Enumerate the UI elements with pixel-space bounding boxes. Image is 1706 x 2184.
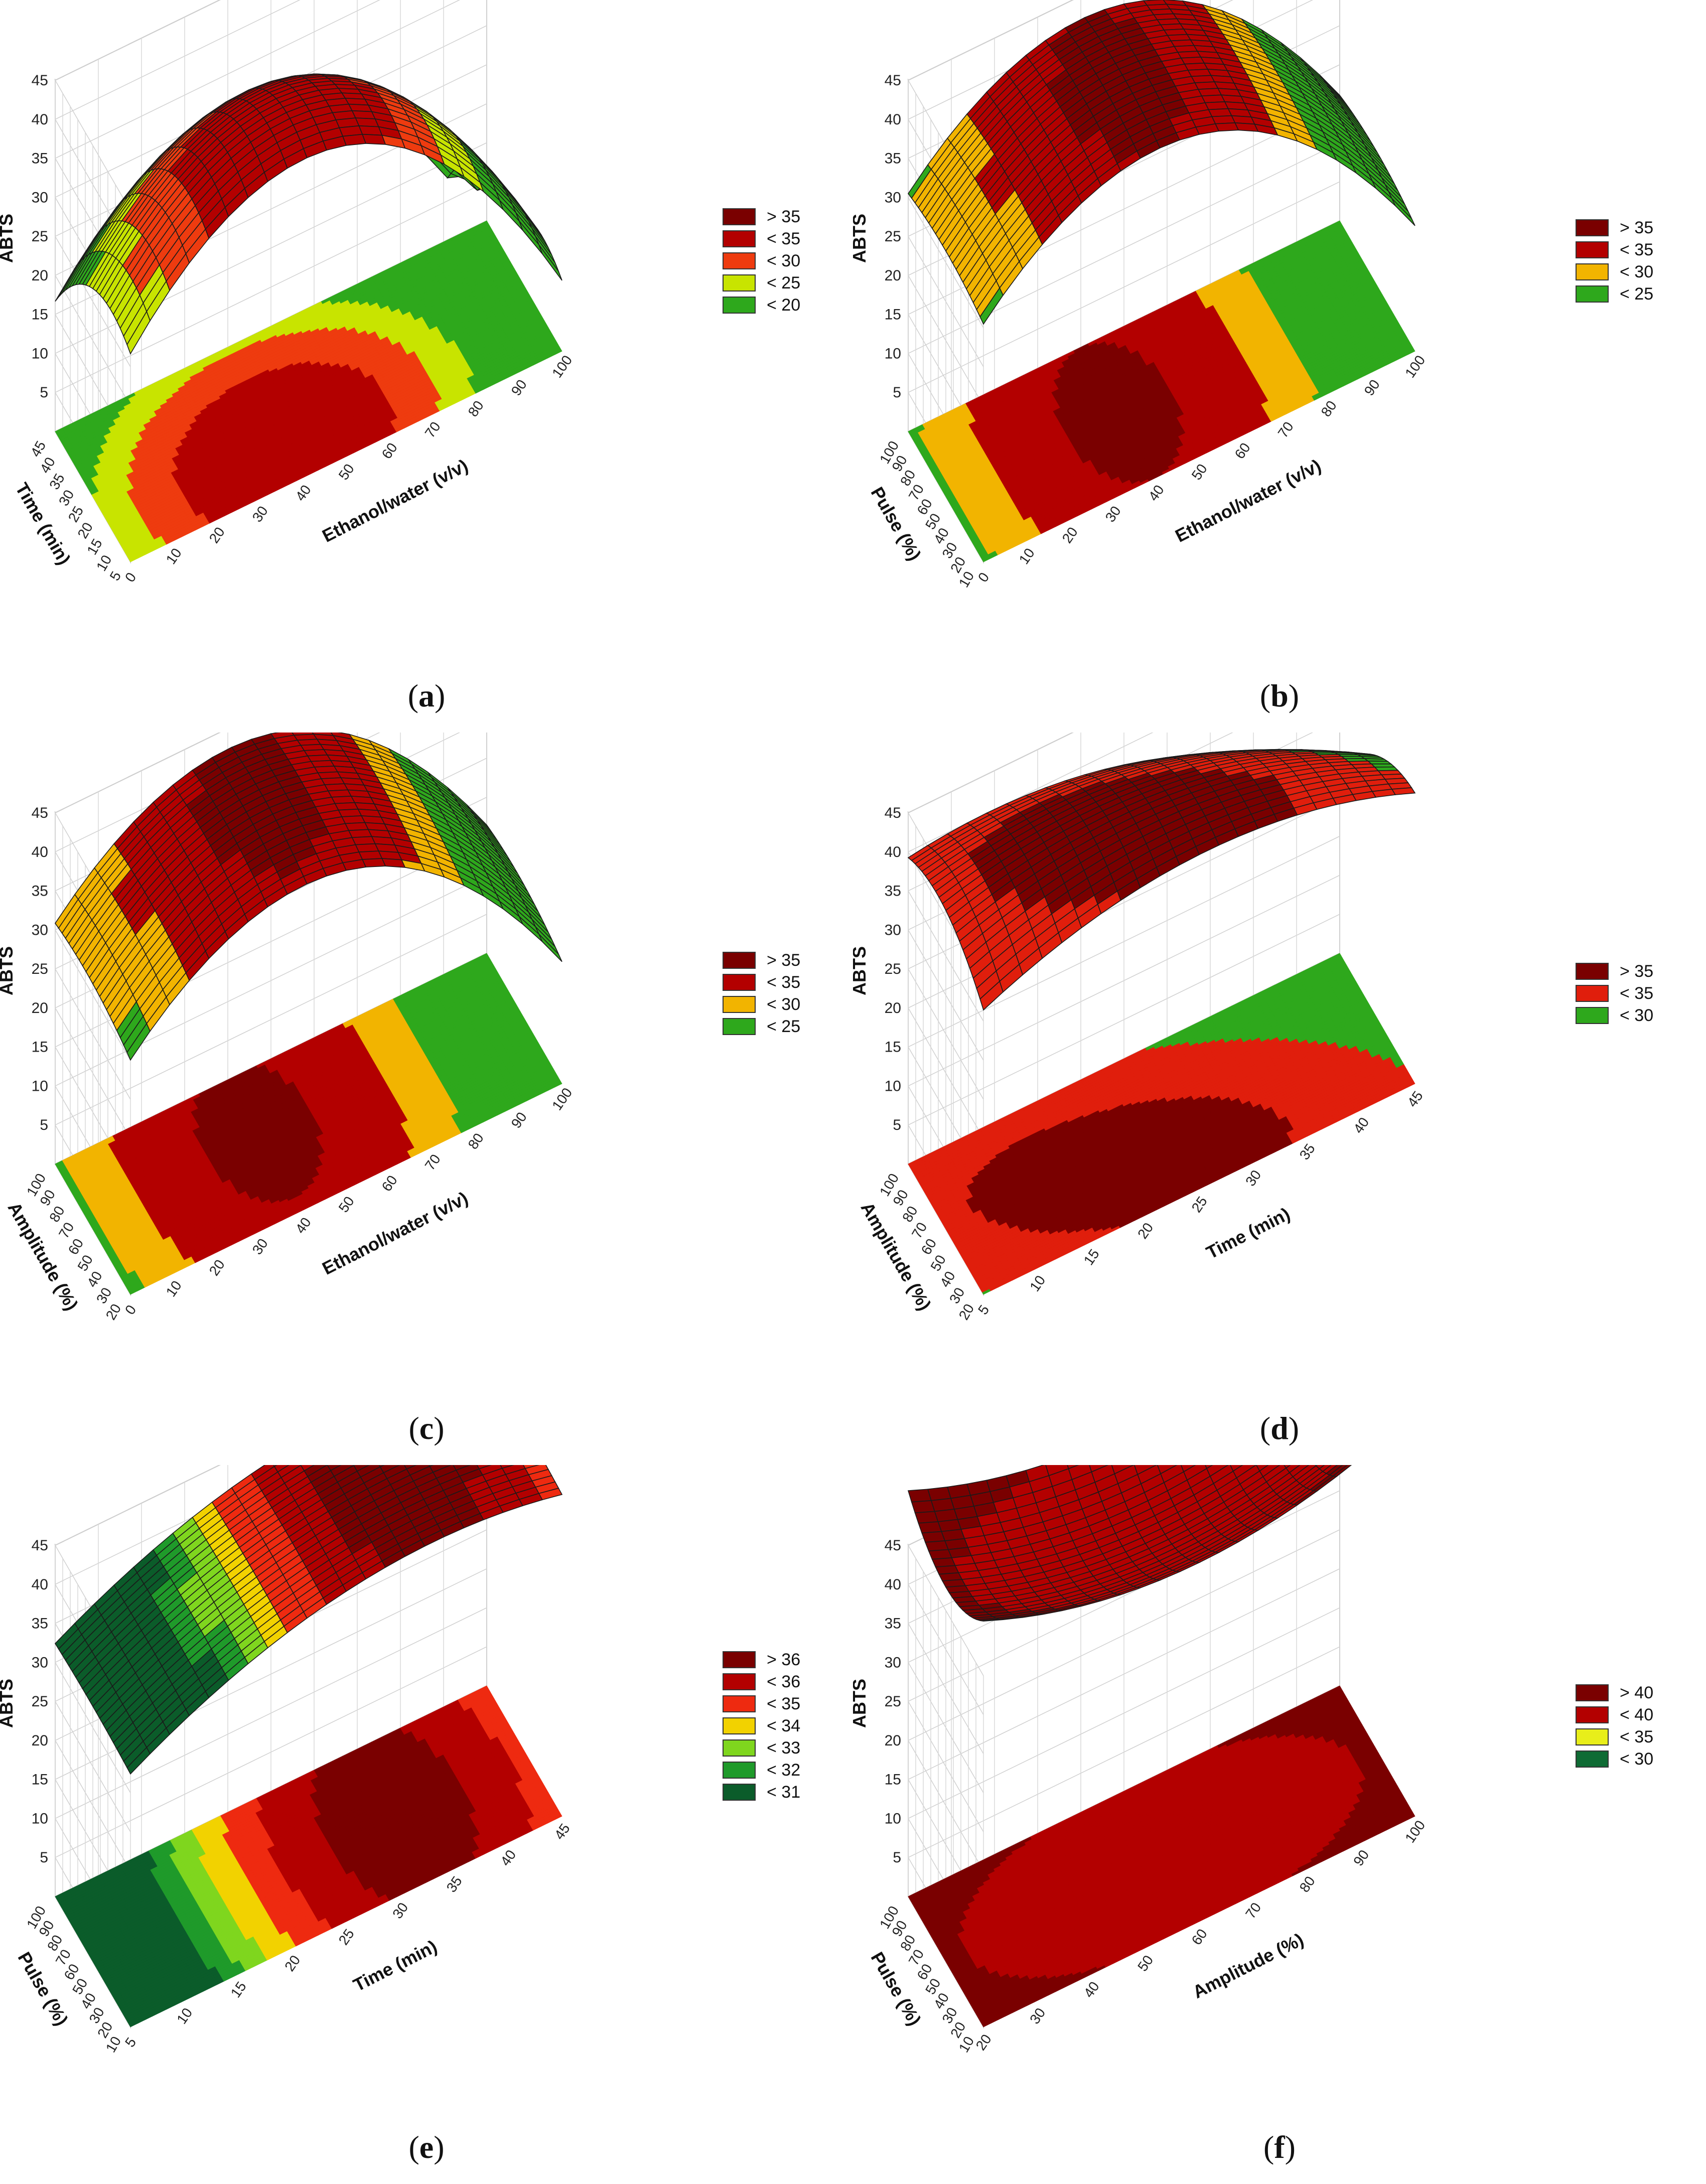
surface-plot: 51015202530354045ABTS0102030405060708090… [853, 0, 1428, 590]
legend-swatch [723, 252, 756, 269]
legend-swatch [723, 208, 756, 225]
legend-item: < 20 [723, 294, 800, 316]
x-tick-label: 40 [293, 482, 314, 504]
surface-cell [538, 244, 562, 281]
legend: > 35 < 35 < 30 < 25 < 20 [723, 206, 800, 316]
legend-label: < 20 [767, 296, 800, 315]
z-tick-label: 5 [40, 384, 48, 401]
z-tick-label: 40 [32, 111, 48, 128]
z-tick-label: 30 [32, 189, 48, 206]
z-tick-label: 10 [32, 345, 48, 362]
x-tick-label: 30 [249, 503, 271, 525]
legend-item: > 35 [723, 206, 800, 228]
surface-cell [342, 133, 367, 146]
legend-swatch [723, 297, 756, 314]
legend-label: < 35 [767, 229, 800, 249]
panel-b: 5 10 15 20 25 30 35 40 45 ABTS 0 10 20 30 40 50 60 70 80 90… [853, 0, 1706, 733]
z-tick-label: 25 [32, 228, 48, 245]
panel-caption: (a) [376, 677, 477, 714]
legend-label: > 35 [767, 207, 800, 227]
legend-item: < 35 [723, 228, 800, 250]
legend-swatch [723, 274, 756, 292]
legend-label: < 25 [767, 273, 800, 293]
x-tick-label: 50 [336, 461, 357, 483]
x-tick-label: 20 [206, 524, 228, 546]
z-tick-label: 35 [32, 151, 48, 167]
x-tick-label: 60 [379, 440, 400, 462]
x-tick-label: 10 [163, 545, 185, 567]
x-tick-label: 100 [549, 353, 575, 381]
surface-plot: 5 10 15 20 25 30 35 40 45 ABTS 0 10 20 30 40 50 60 70 80 90… [0, 0, 575, 585]
contour-floor [55, 220, 562, 562]
y-tick-label: 5 [107, 569, 124, 584]
z-axis-label: ABTS [0, 214, 17, 263]
legend-item: < 25 [723, 272, 800, 294]
legend-swatch [723, 230, 756, 247]
legend-item: < 30 [723, 250, 800, 272]
x-tick-label: 90 [508, 377, 530, 398]
z-tick-label: 15 [32, 307, 48, 323]
legend-label: < 30 [767, 251, 800, 271]
z-tick-label: 20 [32, 267, 48, 284]
panel-a: 5 10 15 20 25 30 35 40 45 ABTS 0 10 20 30 40 50 60 70 80 90… [0, 0, 853, 733]
x-tick-label: 80 [465, 398, 487, 419]
x-tick-label: 70 [422, 419, 444, 441]
z-tick-label: 45 [32, 72, 48, 89]
x-tick-label: 0 [122, 569, 139, 585]
caption-letter: a [418, 678, 435, 713]
